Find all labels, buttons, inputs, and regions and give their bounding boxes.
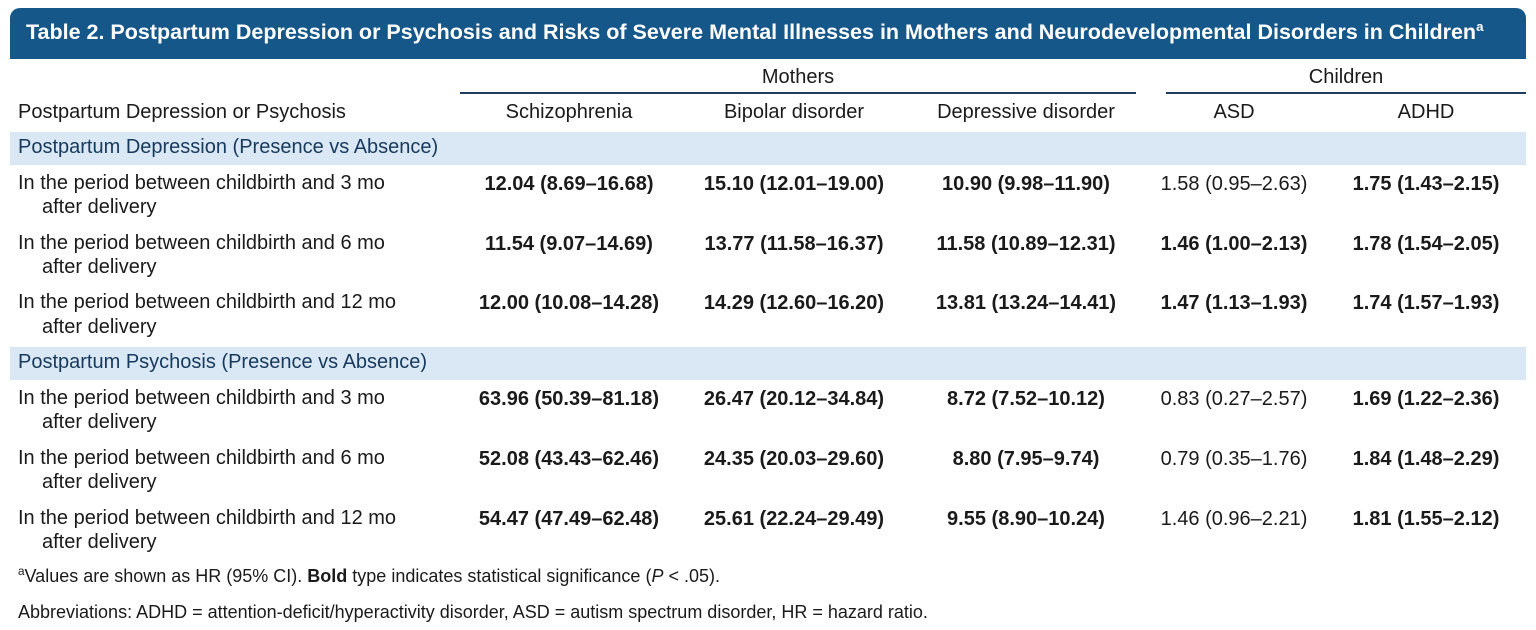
cell-bipolar-disorder: 26.47 (20.12–34.84): [703, 388, 885, 411]
column-header-adhd: ADHD: [1397, 100, 1455, 123]
footnote-a-text-3: < .05).: [663, 566, 720, 587]
table-title: Table 2. Postpartum Depression or Psycho…: [26, 20, 1477, 45]
row-label: In the period between childbirth and 6 m…: [18, 446, 385, 494]
cell-asd: 1.47 (1.13–1.93): [1160, 292, 1308, 315]
footnote-abbreviations: Abbreviations: ADHD = attention-deficit/…: [18, 602, 928, 623]
cell-adhd: 1.78 (1.54–2.05): [1352, 232, 1500, 255]
footnote-a-bold-word: Bold: [307, 566, 348, 587]
cell-bipolar-disorder: 25.61 (22.24–29.49): [703, 507, 885, 530]
cell-adhd: 1.69 (1.22–2.36): [1352, 388, 1500, 411]
footnote-a-italic-p: P: [651, 566, 664, 587]
cell-depressive-disorder: 9.55 (8.90–10.24): [947, 507, 1105, 530]
row-label: In the period between childbirth and 3 m…: [18, 171, 385, 219]
table-row: In the period between childbirth and 12 …: [10, 284, 1526, 344]
cell-adhd: 1.84 (1.48–2.29): [1352, 447, 1500, 470]
cell-schizophrenia: 52.08 (43.43–62.46): [478, 447, 660, 470]
footnote-a-text-2: type indicates statistical significance …: [347, 566, 652, 587]
table-title-bar: Table 2. Postpartum Depression or Psycho…: [10, 8, 1526, 59]
column-header-asd: ASD: [1213, 100, 1255, 123]
cell-depressive-disorder: 8.72 (7.52–10.12): [947, 388, 1105, 411]
footnote-a: aValues are shown as HR (95% CI). Bold t…: [10, 559, 1526, 595]
column-header-row: Postpartum Depression or Psychosis Schiz…: [10, 94, 1526, 129]
footnote-a-text-1: Values are shown as HR (95% CI).: [24, 566, 308, 587]
cell-schizophrenia: 54.47 (47.49–62.48): [478, 507, 660, 530]
column-header-schizophrenia: Schizophrenia: [505, 100, 633, 123]
row-label: In the period between childbirth and 12 …: [18, 291, 397, 338]
cell-adhd: 1.74 (1.57–1.93): [1352, 292, 1500, 315]
cell-bipolar-disorder: 24.35 (20.03–29.60): [703, 447, 885, 470]
column-group-header-row: Mothers Children: [10, 66, 1526, 94]
section-header-postpartum-psychosis: Postpartum Psychosis (Presence vs Absenc…: [10, 347, 1526, 381]
cell-asd: 0.83 (0.27–2.57): [1160, 388, 1308, 411]
cell-schizophrenia: 63.96 (50.39–81.18): [478, 388, 660, 411]
cell-asd: 1.46 (1.00–2.13): [1160, 232, 1308, 255]
column-header-bipolar-disorder: Bipolar disorder: [723, 100, 865, 123]
stub-column-header: Postpartum Depression or Psychosis: [18, 100, 346, 123]
group-header-mothers: Mothers: [460, 66, 1136, 94]
cell-schizophrenia: 11.54 (9.07–14.69): [485, 232, 653, 255]
cell-asd: 0.79 (0.35–1.76): [1160, 447, 1308, 470]
group-header-children: Children: [1166, 66, 1526, 94]
cell-bipolar-disorder: 13.77 (11.58–16.37): [704, 232, 884, 255]
cell-depressive-disorder: 13.81 (13.24–14.41): [935, 292, 1117, 315]
section-header-postpartum-depression: Postpartum Depression (Presence vs Absen…: [10, 131, 1526, 165]
table-row: In the period between childbirth and 3 m…: [10, 380, 1526, 440]
cell-adhd: 1.81 (1.55–2.12): [1352, 507, 1500, 530]
cell-depressive-disorder: 10.90 (9.98–11.90): [942, 172, 1110, 195]
cell-schizophrenia: 12.04 (8.69–16.68): [484, 172, 654, 195]
cell-bipolar-disorder: 14.29 (12.60–16.20): [703, 292, 885, 315]
cell-adhd: 1.75 (1.43–2.15): [1352, 172, 1500, 195]
cell-asd: 1.46 (0.96–2.21): [1160, 507, 1308, 530]
column-header-depressive-disorder: Depressive disorder: [937, 100, 1115, 123]
table-title-footnote-marker: a: [1476, 19, 1484, 34]
table-row: In the period between childbirth and 3 m…: [10, 165, 1526, 225]
cell-bipolar-disorder: 15.10 (12.01–19.00): [703, 172, 885, 195]
table-row: In the period between childbirth and 6 m…: [10, 225, 1526, 285]
footnote-a-marker: a: [18, 565, 25, 579]
table-row: In the period between childbirth and 12 …: [10, 500, 1526, 560]
cell-depressive-disorder: 11.58 (10.89–12.31): [936, 232, 1116, 255]
table-row: In the period between childbirth and 6 m…: [10, 440, 1526, 500]
row-label: In the period between childbirth and 3 m…: [18, 387, 385, 434]
cell-depressive-disorder: 8.80 (7.95–9.74): [952, 447, 1100, 470]
cell-schizophrenia: 12.00 (10.08–14.28): [478, 292, 660, 315]
row-label: In the period between childbirth and 12 …: [18, 506, 397, 554]
cell-asd: 1.58 (0.95–2.63): [1160, 172, 1308, 195]
row-label: In the period between childbirth and 6 m…: [18, 231, 385, 278]
